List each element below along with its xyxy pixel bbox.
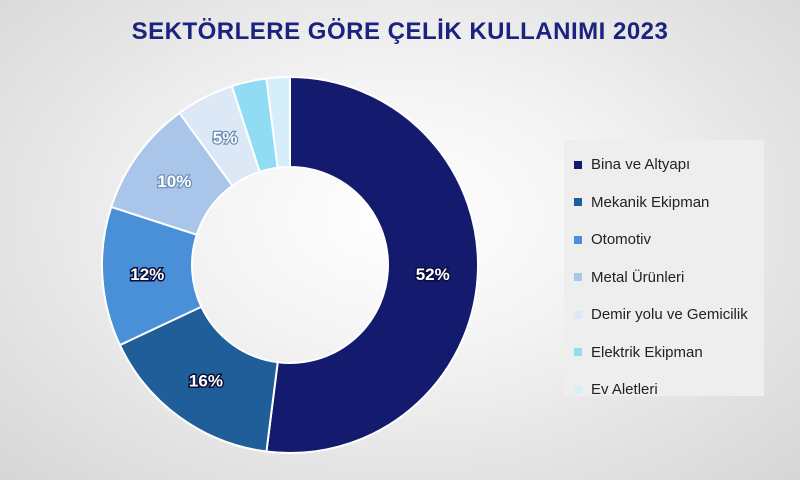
legend-swatch — [574, 160, 582, 169]
legend-item-otomotiv: Otomotiv — [574, 221, 764, 259]
slice-ev-aletleri — [265, 75, 291, 169]
data-label-otomotiv: 12% — [130, 265, 164, 284]
legend: Bina ve Altyapı Mekanik Ekipman Otomotiv Me… — [564, 140, 764, 398]
data-label-demir-yolu-ve-gemicilik: 5% — [213, 129, 238, 148]
slice-mekanik-ekipman — [118, 305, 279, 453]
legend-item-ev-aletleri: Ev Aletleri — [574, 371, 764, 409]
legend-swatch — [574, 235, 582, 244]
legend-item-bina-ve-altyapi: Bina ve Altyapı — [574, 146, 764, 184]
legend-item-demir-yolu-ve-gemicilik: Demir yolu ve Gemicilik — [574, 296, 764, 334]
slice-bina-ve-altyapi — [265, 75, 479, 454]
data-label-bina-ve-altyapi: 52% — [416, 265, 450, 284]
legend-label: Mekanik Ekipman — [591, 193, 710, 211]
legend-item-metal-urunleri: Metal Ürünleri — [574, 259, 764, 297]
legend-label: Otomotiv — [591, 231, 652, 249]
legend-label: Metal Ürünleri — [591, 268, 685, 286]
legend-swatch — [574, 273, 582, 282]
legend-label: Bina ve Altyapı — [591, 156, 691, 174]
chart-title: SEKTÖRLERE GÖRE ÇELİK KULLANIMI 2023 — [131, 18, 669, 45]
legend-label: Elektrik Ekipman — [591, 343, 703, 361]
legend-swatch — [574, 348, 582, 357]
legend-swatch — [574, 310, 582, 319]
legend-label: Ev Aletleri — [591, 381, 658, 399]
data-label-mekanik-ekipman: 16% — [189, 372, 223, 391]
legend-item-elektrik-ekipman: Elektrik Ekipman — [574, 334, 764, 372]
data-label-metal-urunleri: 10% — [157, 172, 191, 191]
legend-swatch — [574, 198, 582, 207]
legend-label: Demir yolu ve Gemicilik — [591, 306, 748, 324]
legend-swatch — [574, 385, 582, 394]
legend-item-mekanik-ekipman: Mekanik Ekipman — [574, 184, 764, 222]
